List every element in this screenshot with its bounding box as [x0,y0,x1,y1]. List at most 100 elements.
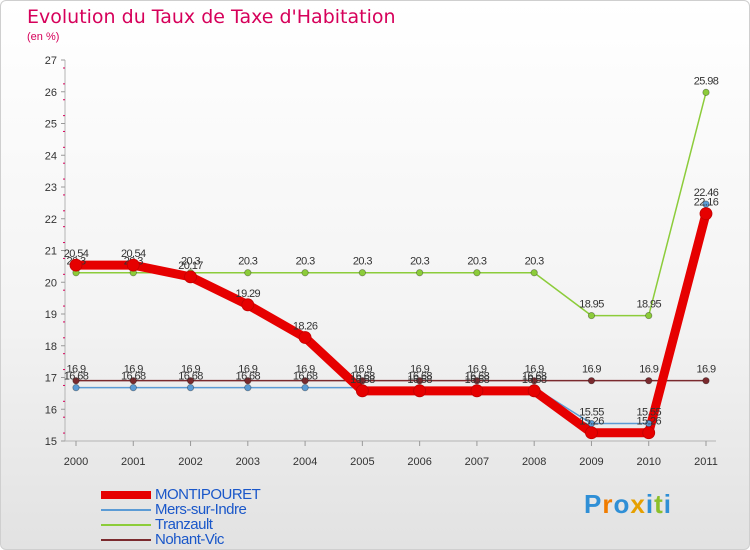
data-label-mers-sur-indre: 16.68 [350,371,375,383]
chart-title: Evolution du Taux de Taxe d'Habitation [27,6,396,28]
data-point-montipouret [642,426,656,440]
data-label-tranzault: 18.95 [579,299,604,311]
y-tick-label: 15 [45,436,57,448]
data-point-montipouret [355,384,369,398]
data-label-mers-sur-indre: 16.68 [522,371,547,383]
data-label-nohant-vic: 16.9 [639,364,658,376]
data-label-montipouret: 20.17 [178,260,203,272]
data-point-nohant-vic [530,377,538,385]
logo-letter: i [663,489,672,519]
data-label-nohant-vic: 16.9 [353,364,372,376]
data-label-tranzault: 18.95 [636,299,661,311]
data-label-montipouret: 22.16 [694,197,719,209]
data-point-mers-sur-indre [72,384,80,392]
data-label-mers-sur-indre: 16.68 [64,371,89,383]
data-label-montipouret: 15.26 [636,416,661,428]
logo-letter: i [645,489,655,519]
legend-swatch [101,523,151,526]
x-tick-label: 2002 [178,456,202,468]
data-label-montipouret: 16.58 [350,374,375,386]
y-unit-label: (en %) [27,31,60,43]
data-point-tranzault [645,311,653,320]
data-label-mers-sur-indre: 15.55 [579,407,604,419]
data-point-montipouret [585,426,598,440]
y-tick-label: 23 [45,182,57,194]
data-label-montipouret: 20.54 [64,248,89,260]
data-point-nohant-vic [72,377,80,385]
data-point-tranzault [473,269,481,277]
data-point-nohant-vic [473,377,481,385]
legend-item: MONTIPOURET [101,486,261,503]
proxiti-logo: Proxiti [584,489,672,520]
data-point-montipouret [184,270,197,284]
y-tick-label: 16 [45,404,57,416]
data-label-montipouret: 16.58 [465,374,490,386]
data-point-nohant-vic [645,377,653,385]
data-label-nohant-vic: 16.9 [582,364,601,376]
data-label-nohant-vic: 16.9 [66,364,85,376]
legend-swatch [101,490,151,499]
legend-item: Tranzault [101,516,260,533]
data-label-tranzault: 20.3 [525,256,544,268]
y-tick-label: 27 [45,55,57,67]
x-tick-label: 2010 [636,456,660,468]
data-label-nohant-vic: 16.9 [238,364,257,376]
data-label-nohant-vic: 16.9 [410,364,429,376]
data-label-tranzault: 20.3 [238,256,257,268]
data-point-mers-sur-indre [129,384,137,392]
data-point-montipouret [699,207,713,221]
series-line-tranzault [76,92,707,317]
data-point-tranzault [416,269,424,277]
legend-label: Tranzault [155,516,213,533]
data-label-montipouret: 20.54 [121,248,146,260]
y-tick-label: 19 [45,309,57,321]
data-label-tranzault: 20.3 [296,256,315,268]
y-tick-label: 17 [45,373,57,385]
x-tick-label: 2004 [293,456,317,468]
data-point-montipouret [470,384,484,398]
data-label-montipouret: 16.58 [522,374,547,386]
y-tick-label: 18 [45,341,57,353]
data-point-tranzault [244,269,252,277]
legend-label: Mers-sur-Indre [155,501,247,518]
data-label-nohant-vic: 16.9 [467,364,486,376]
x-tick-label: 2000 [64,456,88,468]
legend: MONTIPOURET Mers-sur-Indre Tranzault Nohant… [101,486,261,548]
data-point-mers-sur-indre [301,384,309,392]
data-label-mers-sur-indre: 15.55 [636,407,661,419]
data-point-nohant-vic [702,377,710,385]
data-point-montipouret [298,331,312,344]
data-point-nohant-vic [587,377,596,385]
y-tick-label: 20 [45,277,57,289]
x-tick-label: 2003 [236,456,260,468]
data-point-montipouret [413,384,427,398]
legend-swatch [101,538,151,541]
data-label-tranzault: 20.3 [467,256,486,268]
data-point-mers-sur-indre [244,384,252,392]
data-label-montipouret: 18.26 [293,320,318,332]
x-tick-label: 2007 [465,456,489,468]
data-point-montipouret [69,258,83,272]
data-point-mers-sur-indre [186,384,195,392]
logo-letter: P [584,489,603,519]
data-label-tranzault: 20.3 [353,256,372,268]
logo-letter: t [654,489,664,519]
data-label-mers-sur-indre: 16.68 [178,371,203,383]
data-point-tranzault [358,269,366,277]
data-label-tranzault: 25.98 [694,75,719,87]
data-point-montipouret [241,298,255,312]
x-tick-label: 2008 [522,456,546,468]
data-point-nohant-vic [301,377,309,385]
x-tick-label: 2011 [694,456,718,468]
data-label-nohant-vic: 16.9 [696,364,715,376]
legend-label: Nohant-Vic [155,531,224,548]
data-point-nohant-vic [129,377,137,385]
data-label-nohant-vic: 16.9 [181,364,200,376]
data-point-montipouret [126,258,140,272]
series-line-montipouret [76,212,711,438]
data-label-mers-sur-indre: 16.68 [293,371,318,383]
x-tick-label: 2006 [407,456,431,468]
data-point-nohant-vic [244,377,252,385]
y-tick-label: 25 [45,119,57,131]
